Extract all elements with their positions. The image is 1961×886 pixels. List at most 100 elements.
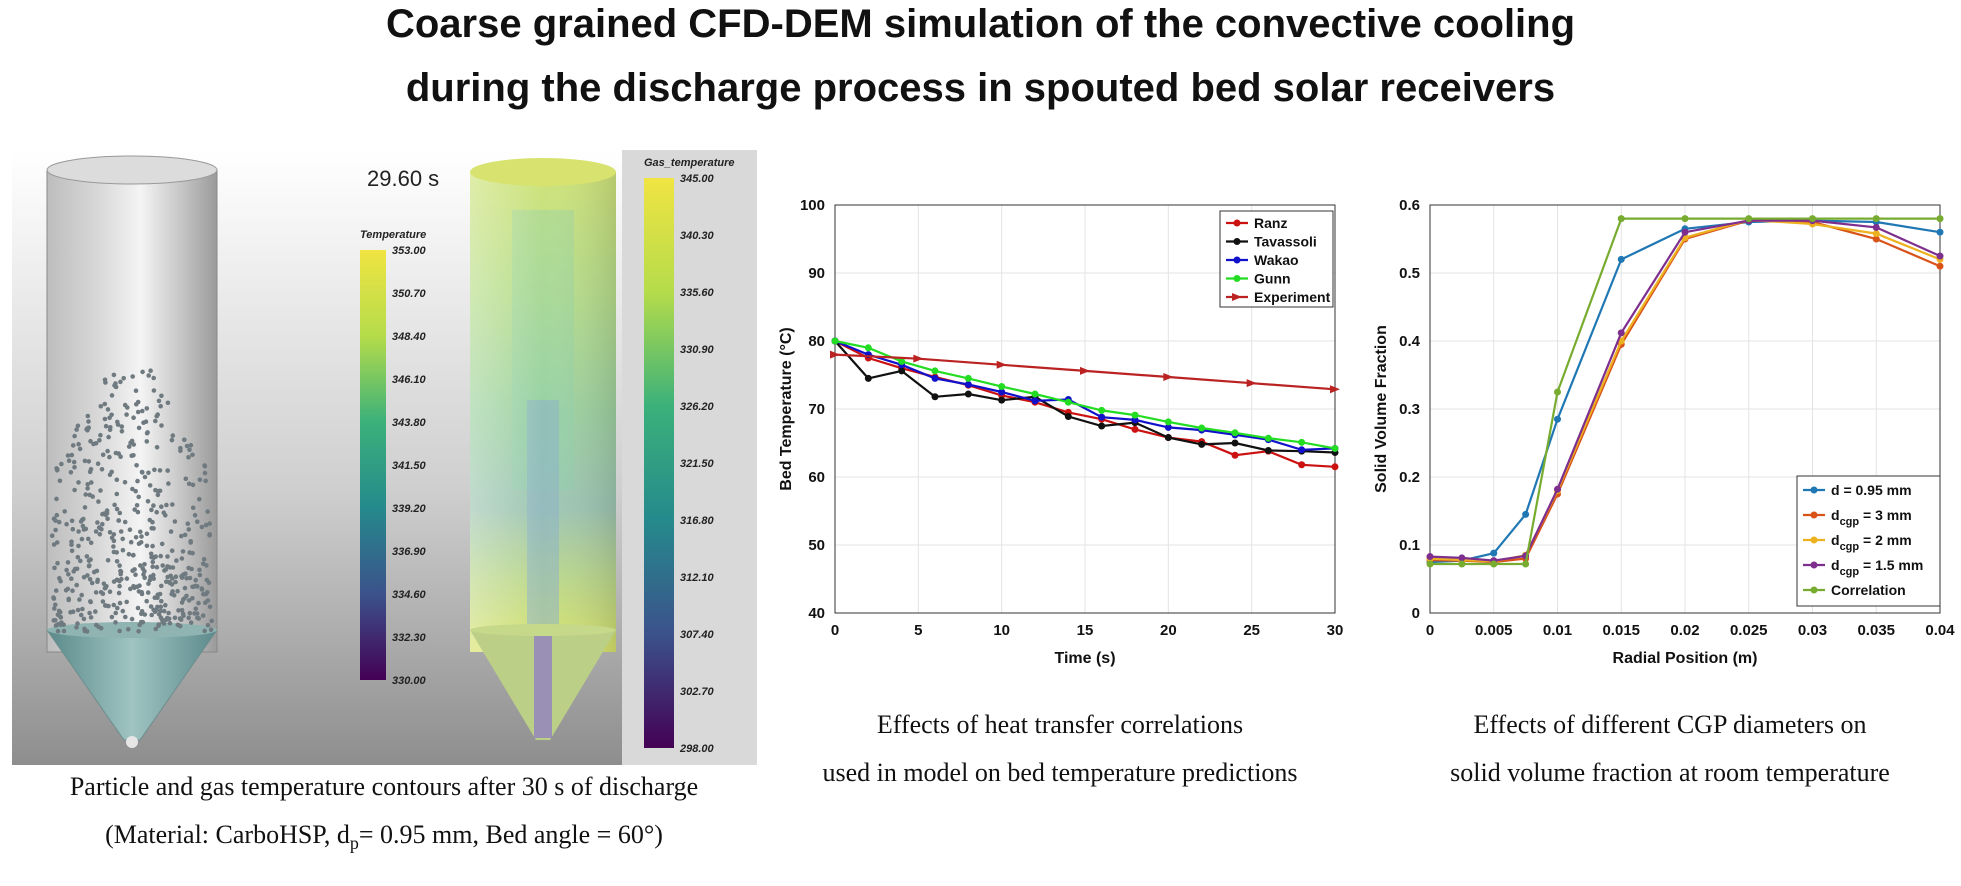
particle [117, 563, 122, 568]
particle [55, 622, 61, 627]
particle [107, 472, 113, 478]
particle [170, 502, 175, 507]
legend-label: dcgp = 3 mm [1831, 507, 1912, 528]
particle [156, 398, 162, 404]
particle [89, 480, 94, 485]
particle [185, 521, 191, 526]
legend-label: d = 0.95 mm [1831, 482, 1912, 498]
particle [193, 606, 199, 611]
particle [134, 463, 139, 468]
particle [205, 622, 211, 628]
x-tick-label: 0.01 [1543, 622, 1572, 639]
particle [188, 620, 194, 625]
particle [129, 453, 134, 459]
particle [93, 609, 98, 614]
particle [182, 532, 188, 538]
particle [106, 603, 111, 609]
particle [126, 444, 132, 449]
particle [49, 533, 55, 538]
particle [174, 558, 179, 563]
particle [71, 459, 77, 465]
particle [204, 577, 210, 583]
y-tick-label: 0.2 [1399, 469, 1420, 486]
x-tick-label: 25 [1243, 622, 1260, 639]
data-point [830, 350, 840, 359]
title-line-1: Coarse grained CFD-DEM simulation of the… [385, 2, 1576, 46]
y-tick-label: 90 [808, 265, 825, 282]
data-point [1246, 379, 1257, 388]
particle [74, 566, 80, 572]
particle [187, 550, 192, 555]
y-tick-label: 80 [808, 333, 825, 350]
plot-frame [834, 204, 1336, 614]
particle [75, 621, 80, 626]
particle [204, 563, 209, 568]
particle [54, 496, 59, 502]
particle [128, 539, 134, 545]
particle [169, 437, 175, 443]
particle [193, 577, 198, 583]
chart1-legend: Ranz Tavassoli Wakao Gunn Experiment [1219, 210, 1334, 308]
particle [156, 488, 161, 494]
particle [93, 529, 99, 534]
data-point [1098, 413, 1106, 421]
colorbar-tick-label: 336.90 [392, 546, 427, 558]
particle [131, 415, 136, 421]
particle [85, 486, 90, 491]
data-point [1554, 415, 1561, 423]
particle [142, 474, 148, 480]
particle [190, 452, 195, 458]
data-point [1131, 425, 1139, 433]
particle [98, 404, 104, 409]
particle [144, 439, 150, 444]
particle [129, 438, 135, 444]
particle [199, 524, 205, 530]
particle [71, 569, 76, 574]
particle [146, 373, 151, 378]
particle [142, 575, 147, 581]
particle [151, 503, 156, 508]
particle [105, 407, 111, 412]
legend-label: Experiment [1254, 289, 1331, 305]
particle [64, 567, 69, 573]
chart2-caption-line-2: solid volume fraction at room temperatur… [1450, 758, 1890, 787]
particle [135, 478, 140, 484]
caption-suffix: = 0.95 mm, Bed angle = 60°) [358, 820, 663, 849]
particle [154, 445, 160, 450]
particle [166, 481, 171, 486]
data-point [1164, 434, 1172, 442]
particle [148, 604, 154, 609]
particle [105, 448, 110, 454]
particle [158, 604, 164, 610]
particle [111, 579, 117, 584]
data-point [1231, 451, 1239, 459]
particle [172, 615, 178, 621]
particle [89, 580, 95, 586]
y-tick-label: 0.6 [1399, 197, 1420, 214]
particle [137, 622, 142, 628]
particle [114, 559, 120, 564]
particle [85, 413, 91, 419]
particle [144, 406, 150, 411]
particle [66, 572, 71, 577]
particle [203, 522, 209, 528]
particle [99, 467, 105, 472]
particle [150, 543, 155, 549]
particle [132, 507, 137, 512]
particle [140, 619, 146, 625]
colorbar-tick-label: 346.10 [392, 374, 427, 386]
particle [77, 446, 83, 452]
data-point [1064, 398, 1072, 406]
particle [53, 527, 58, 533]
legend-swatch-marker [1233, 219, 1241, 227]
particle [120, 536, 125, 542]
particle [133, 388, 139, 393]
colorbar-tick-label: 348.40 [392, 331, 427, 343]
particle [172, 519, 178, 524]
colorbar-tick-label: 330.00 [392, 675, 427, 687]
x-tick-label: 0.03 [1798, 622, 1827, 639]
colorbar-tick-label: 307.40 [680, 629, 715, 641]
legend-swatch-marker [1810, 486, 1818, 494]
data-point [831, 337, 839, 345]
particle [81, 574, 87, 580]
